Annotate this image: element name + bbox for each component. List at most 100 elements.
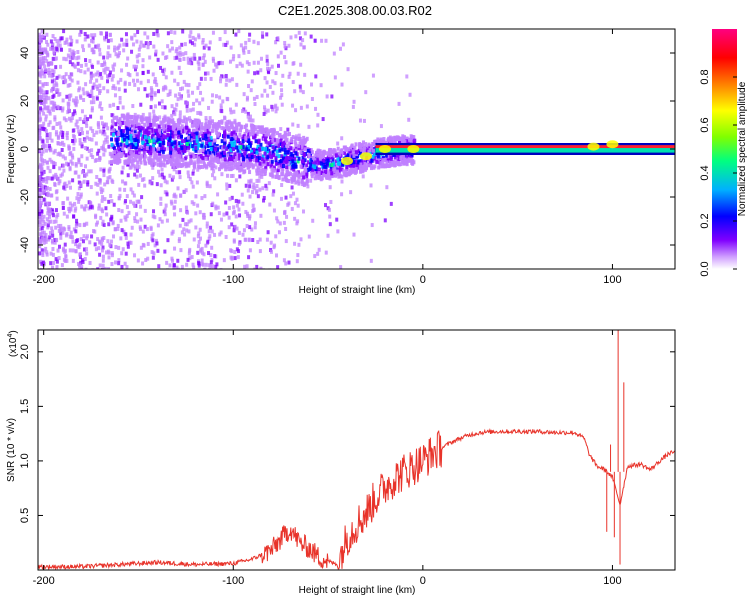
heatmap-cell [257,170,261,175]
heatmap-cell [218,232,222,237]
heatmap-cell [61,130,65,135]
heatmap-cell [357,148,361,153]
heatmap-cell [184,82,188,87]
heatmap-cell [54,56,58,61]
heatmap-cell [110,142,114,147]
snr-y-tick-label: 1.0 [19,453,31,468]
heatmap-cell [61,75,65,80]
heatmap-cell [64,118,68,123]
heatmap-cell [79,162,83,167]
heatmap-cell [41,260,45,265]
heatmap-cell [95,191,99,196]
heatmap-cell [283,140,287,145]
heatmap-cell [306,167,310,172]
heatmap-cell [160,172,164,177]
heatmap-cell [248,194,252,199]
heatmap-cell [176,258,180,263]
heatmap-cell [365,146,369,151]
heatmap-cell [279,196,283,201]
heatmap-cell [51,56,55,61]
heatmap-cell [143,142,147,147]
heatmap-cell [231,57,235,62]
heatmap-cell [38,111,42,116]
heatmap-cell [282,144,286,149]
heatmap-cell [124,217,128,222]
heatmap-cell [177,158,181,163]
heatmap-cell [59,47,63,52]
heatmap-cell [84,120,88,125]
heatmap-cell [96,267,100,269]
heatmap-cell [250,149,254,154]
heatmap-cell [294,148,298,153]
heatmap-cell [102,140,106,145]
heatmap-cell [151,133,155,138]
heatmap-cell [399,136,403,141]
heatmap-cell [57,92,61,97]
heatmap-cell [135,174,139,179]
heatmap-cell [402,161,406,166]
heatmap-cell [63,156,67,161]
heatmap-cell [53,117,57,122]
heatmap-cell [260,174,264,179]
heatmap-cell [51,160,55,165]
heatmap-cell [62,56,66,61]
heatmap-cell [214,264,218,269]
heatmap-cell [49,39,53,44]
heatmap-cell [401,136,405,141]
heatmap-cell [85,221,89,226]
heatmap-cell [165,180,169,185]
heatmap-cell [102,86,106,91]
heatmap-cell [38,124,42,129]
heatmap-cell [148,112,152,117]
heatmap-cell [42,219,46,224]
heatmap-cell [133,253,137,258]
heatmap-cell [201,62,205,67]
heatmap-cell [154,238,158,243]
heatmap-cell [364,90,368,95]
heatmap-cell [38,97,42,102]
heatmap-cell [175,55,179,60]
heatmap-cell [144,142,148,147]
heatmap-cell [96,121,100,126]
heatmap-cell [62,163,66,168]
heatmap-cell [271,145,275,150]
heatmap-cell [61,205,65,210]
heatmap-cell [269,140,273,145]
spectrogram-y-tick-label: 0 [19,146,31,152]
heatmap-cell [316,148,320,153]
heatmap-cell [194,135,198,140]
heatmap-cell [69,42,73,47]
heatmap-cell [202,55,206,60]
heatmap-cell [199,149,203,154]
heatmap-cell [150,250,154,255]
heatmap-cell [40,68,44,73]
heatmap-cell [40,248,44,253]
heatmap-cell [94,213,98,218]
heatmap-cell [38,148,42,153]
heatmap-cell [55,39,59,44]
heatmap-cell [379,137,383,142]
heatmap-cell [155,241,159,246]
heatmap-cell [115,138,119,143]
heatmap-cell [77,186,81,191]
heatmap-cell [189,108,193,113]
heatmap-cell [226,97,230,102]
heatmap-cell [303,72,307,77]
heatmap-cell [102,173,106,178]
heatmap-cell [54,208,58,213]
heatmap-cell [110,131,114,136]
heatmap-cell [199,128,203,133]
heatmap-cell [346,67,350,72]
heatmap-cell [299,105,303,110]
heatmap-cell [291,135,295,140]
heatmap-cell [234,198,238,203]
heatmap-cell [243,124,247,129]
heatmap-cell [67,42,71,47]
heatmap-cell [154,79,158,84]
heatmap-cell [255,171,259,176]
heatmap-cell [294,34,298,39]
heatmap-cell [280,154,284,159]
spectrogram-y-tick-label: 40 [19,47,31,59]
heatmap-cell [39,213,43,218]
heatmap-cell [191,35,195,40]
